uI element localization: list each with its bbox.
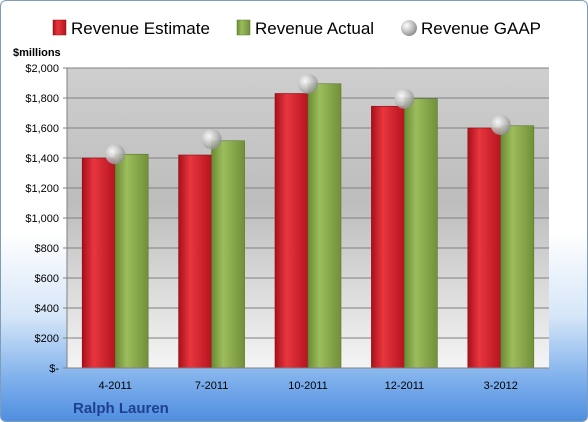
y-tick-label: $2,000 [25,63,59,75]
bar-revenue-estimate [178,154,212,369]
bar-revenue-actual [307,83,342,369]
x-tick-label: 12-2011 [385,380,425,392]
legend-label-gaap: Revenue GAAP [421,19,541,38]
bar-revenue-actual [404,98,438,369]
bar-revenue-actual [114,153,149,369]
marker-revenue-gaap [105,144,126,165]
legend-item-actual: Revenue Actual [236,19,374,38]
legend-swatch-actual [236,19,251,36]
gaap-markers [105,73,511,165]
bar-revenue-actual [211,140,245,369]
bar-revenue-actual [500,125,535,369]
bars [81,83,535,369]
bar-revenue-estimate [467,127,502,369]
y-tick-label: $1,200 [25,183,59,195]
company-name: Ralph Lauren [73,400,169,417]
legend-item-gaap: Revenue GAAP [401,19,541,38]
legend-label-actual: Revenue Actual [255,19,374,38]
marker-revenue-gaap [201,129,222,150]
y-tick-label: $800 [35,243,59,255]
legend-label-estimate: Revenue Estimate [71,19,210,38]
marker-revenue-gaap [394,88,415,109]
x-tick-label: 3-2012 [484,380,518,392]
bar-revenue-estimate [81,157,116,369]
y-tick-label: $600 [35,273,59,285]
legend-swatch-gaap [401,20,417,36]
x-tick-label: 4-2011 [98,380,131,392]
bar-revenue-estimate [371,105,405,369]
legend-item-estimate: Revenue Estimate [52,19,210,38]
x-tick-label: 7-2011 [195,380,228,392]
y-tick-label: $- [49,363,59,375]
y-axis: $- $200 $400 $600 $800 $1,000 $1,200 $1,400 $1,6… [25,63,68,375]
y-tick-label: $200 [35,333,59,345]
unit-label: $millions [13,47,61,59]
bar-revenue-estimate [274,93,309,369]
marker-revenue-gaap [490,115,511,135]
y-tick-label: $1,400 [25,153,59,165]
x-tick-label: 10-2011 [288,380,328,392]
marker-revenue-gaap [298,73,318,94]
x-axis: 4-2011 7-2011 10-2011 12-2011 3-2012 [67,367,549,392]
legend-swatch-estimate [52,19,67,36]
y-tick-label: $1,600 [25,123,59,135]
y-tick-label: $400 [35,303,59,315]
y-tick-label: $1,000 [25,213,59,225]
legend: Revenue Estimate Revenue Actual Revenue … [52,19,541,38]
y-tick-label: $1,800 [25,93,59,105]
